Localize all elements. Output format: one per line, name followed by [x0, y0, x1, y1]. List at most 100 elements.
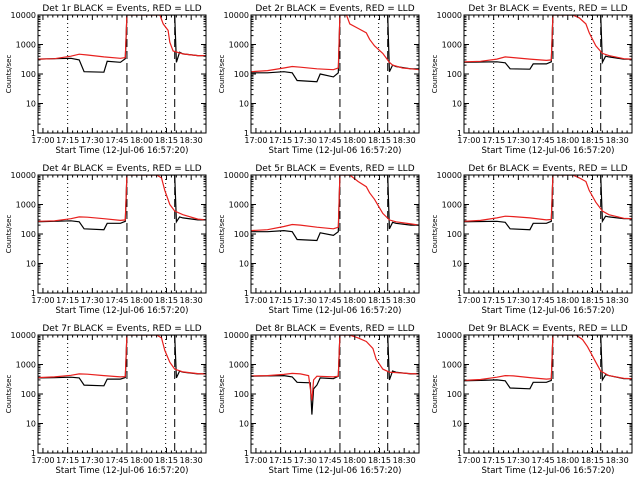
x-tick-label: 18:15 [155, 456, 178, 465]
events-series-line [251, 335, 419, 415]
y-tick-label: 100 [21, 70, 36, 79]
plot-frame [37, 14, 207, 134]
x-tick-label: 18:15 [581, 136, 604, 145]
lld-series-line [464, 335, 632, 381]
x-tick-label: 18:00 [343, 136, 366, 145]
lld-series-line [251, 15, 419, 73]
detector-plot-4: Det 4r BLACK = Events, RED = LLD 1 10 100 10… [5, 164, 207, 316]
x-tick-label: 17:30 [294, 296, 317, 305]
plot-title: Det 4r BLACK = Events, RED = LLD [42, 164, 201, 174]
y-axis-label: Counts/sec [218, 215, 226, 254]
plot-frame [250, 334, 420, 454]
x-tick-label: 17:45 [106, 296, 129, 305]
y-tick-label: 1000 [442, 201, 462, 210]
lld-series-line [251, 335, 419, 401]
x-tick-label: 18:15 [368, 456, 391, 465]
x-tick-label: 17:15 [269, 136, 292, 145]
y-tick-label: 10 [239, 260, 249, 269]
x-tick-label: 17:15 [482, 296, 505, 305]
y-tick-label: 1 [31, 449, 36, 458]
x-tick-label: 17:45 [532, 456, 555, 465]
y-tick-label: 1 [244, 289, 249, 298]
x-axis-label: Start Time (12-Jul-06 16:57:20) [56, 306, 189, 316]
events-series-line [464, 175, 632, 231]
y-tick-label: 1 [244, 449, 249, 458]
plot-frame [250, 14, 420, 134]
y-tick-label: 1000 [16, 201, 36, 210]
plot-title: Det 1r BLACK = Events, RED = LLD [42, 4, 201, 14]
x-tick-label: 17:15 [482, 136, 505, 145]
y-tick-label: 10 [452, 260, 462, 269]
x-tick-label: 17:15 [56, 296, 79, 305]
y-axis-label: Counts/sec [5, 215, 13, 254]
y-axis-label: Counts/sec [5, 375, 13, 414]
detector-plot-8: Det 8r BLACK = Events, RED = LLD 1 10 100 10… [218, 324, 420, 476]
y-tick-label: 1 [457, 449, 462, 458]
plot-title: Det 5r BLACK = Events, RED = LLD [255, 164, 414, 174]
x-tick-label: 18:00 [556, 136, 579, 145]
plot-title: Det 3r BLACK = Events, RED = LLD [468, 4, 627, 14]
x-axis-label: Start Time (12-Jul-06 16:57:20) [56, 146, 189, 156]
x-tick-label: 17:45 [106, 136, 129, 145]
y-tick-label: 100 [234, 230, 249, 239]
plot-title: Det 9r BLACK = Events, RED = LLD [468, 324, 627, 334]
x-tick-label: 18:30 [393, 136, 416, 145]
x-tick-label: 18:00 [556, 296, 579, 305]
y-tick-label: 10000 [11, 331, 36, 340]
x-tick-label: 17:30 [507, 456, 530, 465]
lld-series-line [464, 175, 632, 222]
x-tick-label: 17:15 [269, 456, 292, 465]
x-tick-label: 18:15 [368, 136, 391, 145]
x-tick-label: 17:30 [507, 296, 530, 305]
y-tick-label: 1000 [229, 41, 249, 50]
x-tick-label: 17:00 [31, 296, 54, 305]
x-tick-label: 17:30 [81, 136, 104, 145]
detector-plot-6: Det 6r BLACK = Events, RED = LLD 1 10 100 10… [431, 164, 633, 316]
x-tick-label: 17:00 [31, 136, 54, 145]
lld-series-line [38, 15, 206, 60]
y-tick-label: 10000 [11, 171, 36, 180]
x-axis-label: Start Time (12-Jul-06 16:57:20) [269, 466, 402, 476]
x-axis-label: Start Time (12-Jul-06 16:57:20) [56, 466, 189, 476]
x-tick-label: 18:30 [606, 136, 629, 145]
y-tick-label: 10 [239, 420, 249, 429]
y-tick-label: 10000 [437, 11, 462, 20]
y-tick-label: 100 [447, 230, 462, 239]
x-tick-label: 18:30 [393, 456, 416, 465]
x-tick-label: 17:45 [106, 456, 129, 465]
plot-frame [37, 174, 207, 294]
detector-plot-2: Det 2r BLACK = Events, RED = LLD 1 10 100 10… [218, 4, 420, 156]
x-tick-label: 17:45 [319, 296, 342, 305]
y-tick-label: 10 [452, 100, 462, 109]
y-axis-label: Counts/sec [218, 375, 226, 414]
y-axis-label: Counts/sec [431, 55, 439, 94]
y-tick-label: 10 [26, 420, 36, 429]
y-tick-label: 100 [447, 70, 462, 79]
x-tick-label: 17:30 [294, 456, 317, 465]
y-tick-label: 100 [447, 390, 462, 399]
x-tick-label: 18:15 [155, 136, 178, 145]
y-tick-label: 10000 [437, 331, 462, 340]
plot-title: Det 6r BLACK = Events, RED = LLD [468, 164, 627, 174]
lld-series-line [464, 15, 632, 63]
x-tick-label: 18:00 [130, 136, 153, 145]
x-tick-label: 18:15 [155, 296, 178, 305]
x-tick-label: 17:15 [56, 136, 79, 145]
x-tick-label: 18:15 [581, 296, 604, 305]
y-tick-label: 100 [234, 390, 249, 399]
y-tick-label: 10000 [11, 11, 36, 20]
plot-title: Det 8r BLACK = Events, RED = LLD [255, 324, 414, 334]
events-series-line [38, 15, 206, 73]
x-tick-label: 17:45 [319, 136, 342, 145]
x-tick-label: 17:00 [244, 136, 267, 145]
y-tick-label: 1000 [16, 361, 36, 370]
x-tick-label: 17:00 [457, 136, 480, 145]
y-tick-label: 100 [234, 70, 249, 79]
x-axis-label: Start Time (12-Jul-06 16:57:20) [269, 306, 402, 316]
y-tick-label: 10 [239, 100, 249, 109]
plot-frame [463, 174, 633, 294]
x-tick-label: 18:30 [606, 296, 629, 305]
x-tick-label: 18:00 [130, 456, 153, 465]
events-series-line [38, 335, 206, 387]
x-tick-label: 18:30 [180, 136, 203, 145]
